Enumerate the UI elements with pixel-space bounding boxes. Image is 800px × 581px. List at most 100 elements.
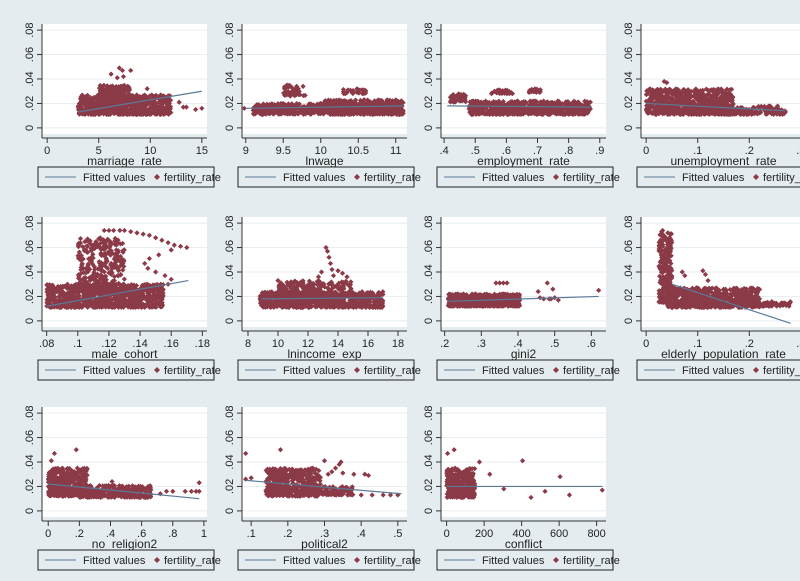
data-point xyxy=(134,230,140,236)
data-point xyxy=(524,107,530,113)
data-point xyxy=(100,246,107,252)
data-point xyxy=(549,99,555,105)
x-tick-label: 10 xyxy=(144,145,156,157)
data-point xyxy=(95,297,101,303)
data-point xyxy=(657,98,663,105)
data-point xyxy=(665,91,671,97)
data-point xyxy=(527,98,533,105)
data-point xyxy=(87,240,93,247)
data-point xyxy=(345,87,351,93)
data-point xyxy=(294,83,300,90)
data-point xyxy=(161,108,167,114)
y-tick-label: .04 xyxy=(24,264,36,279)
data-point xyxy=(526,108,532,114)
y-tick-label: .06 xyxy=(423,47,435,62)
data-point xyxy=(493,106,499,112)
data-point xyxy=(295,91,301,97)
data-point xyxy=(467,99,473,105)
legend-label-series: fertility_rate xyxy=(164,172,221,184)
data-point xyxy=(470,106,477,112)
data-point xyxy=(85,236,91,242)
data-point xyxy=(307,111,313,117)
data-point xyxy=(748,111,754,117)
data-point xyxy=(135,295,142,301)
data-point xyxy=(114,285,120,291)
data-point xyxy=(118,271,124,278)
data-point xyxy=(260,104,266,110)
data-point xyxy=(586,100,592,106)
data-point xyxy=(456,97,462,104)
data-point xyxy=(720,92,727,98)
data-point xyxy=(727,108,733,114)
data-point xyxy=(183,104,189,110)
data-point xyxy=(398,107,404,113)
legend-label-fitted: Fitted values xyxy=(482,172,545,184)
data-point xyxy=(92,266,98,273)
data-point xyxy=(643,91,650,98)
data-point xyxy=(101,244,107,250)
data-point xyxy=(103,257,110,263)
data-point xyxy=(496,98,502,104)
data-point xyxy=(92,283,98,289)
data-point xyxy=(79,97,85,103)
data-point xyxy=(77,280,83,286)
data-point xyxy=(527,107,534,113)
data-point xyxy=(400,100,406,106)
data-point xyxy=(545,100,551,106)
data-point xyxy=(77,236,84,242)
data-point xyxy=(90,104,96,110)
data-point xyxy=(584,102,590,108)
data-point xyxy=(93,289,99,295)
y-tick-label: .02 xyxy=(24,96,36,111)
data-point xyxy=(141,93,147,100)
data-point xyxy=(782,109,788,115)
x-axis-label: marriage_rate xyxy=(87,154,162,168)
data-point xyxy=(150,285,156,291)
legend-marker-key xyxy=(553,174,559,180)
scatter-points xyxy=(447,86,593,118)
data-point xyxy=(390,109,397,115)
data-point xyxy=(360,97,367,103)
data-point xyxy=(325,97,331,103)
data-point xyxy=(679,89,685,96)
data-point xyxy=(84,243,91,250)
data-point xyxy=(691,88,697,94)
data-point xyxy=(282,92,288,98)
data-point xyxy=(672,98,678,104)
data-point xyxy=(396,106,402,112)
data-point xyxy=(145,265,151,271)
x-tick-label: .7 xyxy=(533,145,542,157)
data-point xyxy=(91,269,97,275)
data-point xyxy=(354,89,360,96)
data-point xyxy=(456,91,462,97)
legend-marker-key xyxy=(154,174,160,180)
data-point xyxy=(342,98,348,105)
data-point xyxy=(689,111,695,117)
data-point xyxy=(481,104,487,110)
data-point xyxy=(386,108,392,115)
data-point xyxy=(715,108,722,115)
fitted-line xyxy=(646,102,786,112)
data-point xyxy=(47,292,53,299)
data-point xyxy=(108,301,114,307)
y-tick-label: .02 xyxy=(623,96,635,111)
y-tick-label: 0 xyxy=(24,125,36,131)
data-point xyxy=(280,110,286,116)
data-point xyxy=(156,285,162,291)
data-point xyxy=(398,98,404,104)
data-point xyxy=(289,85,295,91)
data-point xyxy=(732,111,738,117)
data-point xyxy=(713,94,719,100)
data-point xyxy=(60,283,67,290)
data-point xyxy=(162,273,168,279)
legend-label-fitted: Fitted values xyxy=(83,365,146,377)
data-point xyxy=(527,88,533,95)
data-point xyxy=(157,304,164,310)
data-point xyxy=(115,86,122,93)
data-point xyxy=(83,301,89,307)
data-point xyxy=(99,99,105,105)
y-tick-label: .04 xyxy=(224,264,236,279)
